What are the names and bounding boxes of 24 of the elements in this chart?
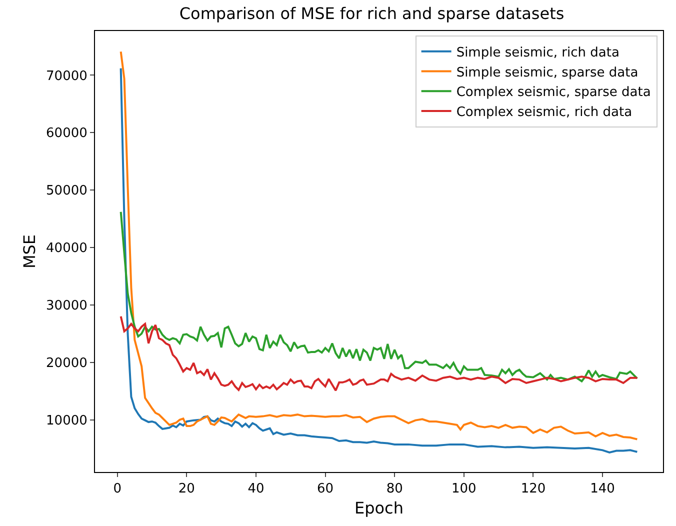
y-tick-label: 50000 xyxy=(46,184,88,199)
x-tick-label: 40 xyxy=(248,482,264,497)
y-tick-label: 30000 xyxy=(46,298,88,314)
y-tick-label: 40000 xyxy=(46,241,88,256)
legend-label: Simple seismic, rich data xyxy=(456,45,620,60)
y-tick-label: 60000 xyxy=(46,126,88,142)
y-axis-title: MSE xyxy=(20,234,39,269)
x-tick-label: 0 xyxy=(113,482,122,497)
line-series xyxy=(120,315,638,392)
y-tick-label: 20000 xyxy=(46,356,88,371)
x-tick-label: 20 xyxy=(178,482,195,497)
line-series xyxy=(120,210,638,382)
legend-label: Complex seismic, sparse data xyxy=(456,85,651,100)
y-tick-label: 70000 xyxy=(46,68,88,84)
legend-label: Complex seismic, rich data xyxy=(456,105,632,120)
x-tick-label: 80 xyxy=(386,482,403,497)
y-tick-label: 10000 xyxy=(46,413,88,428)
legend-label: Simple seismic, sparse data xyxy=(456,65,638,80)
chart-title: Comparison of MSE for rich and sparse datasets xyxy=(179,4,564,24)
x-tick-label: 140 xyxy=(590,482,615,497)
x-tick-label: 100 xyxy=(451,482,476,497)
x-tick-label: 60 xyxy=(317,482,334,497)
x-tick-label: 120 xyxy=(520,482,546,497)
x-axis-title: Epoch xyxy=(354,498,404,518)
